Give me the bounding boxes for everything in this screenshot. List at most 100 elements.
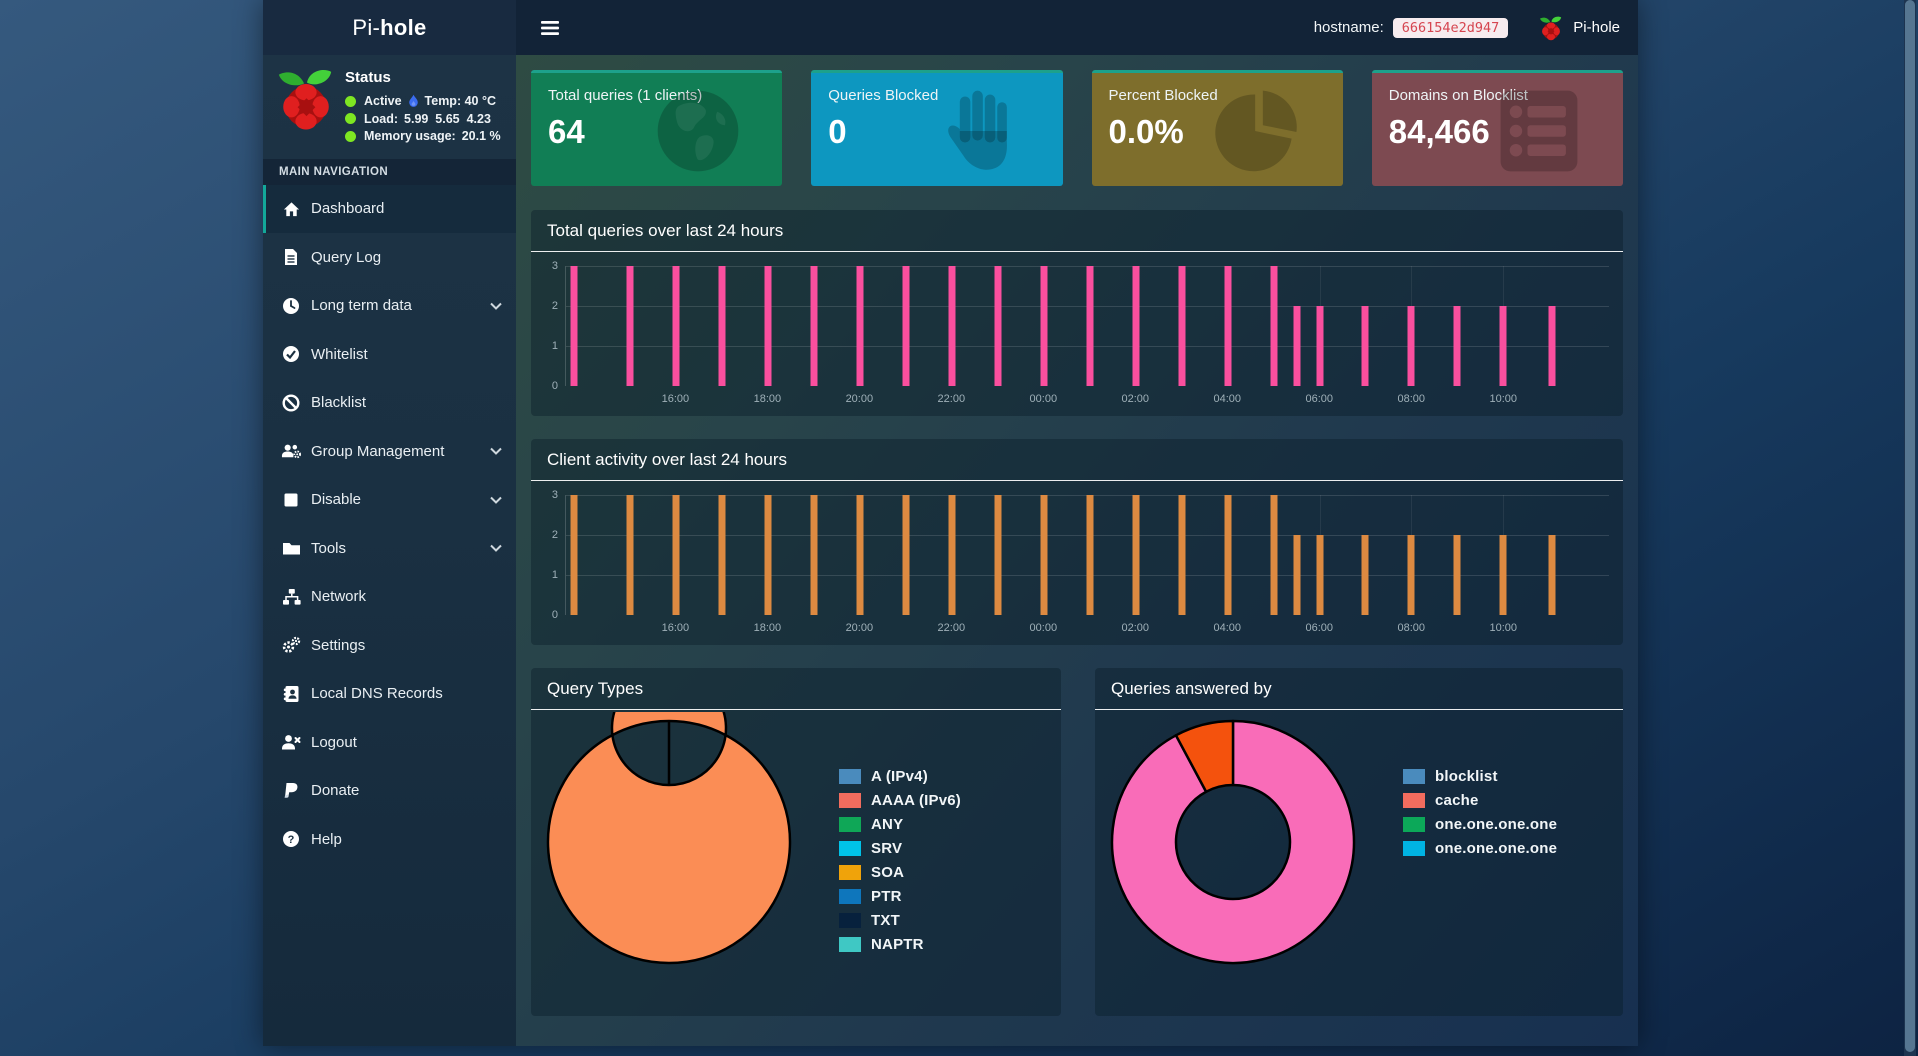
sidebar-item-network[interactable]: Network [263,573,516,622]
bar[interactable] [1316,535,1324,615]
bar[interactable] [1407,535,1415,615]
sidebar-item-help[interactable]: ? Help [263,815,516,864]
sidebar-item-label: Dashboard [311,200,385,218]
card-total-queries[interactable]: Total queries (1 clients) 64 [531,70,783,186]
panel-header: Query Types [531,668,1061,710]
bar[interactable] [1178,266,1186,386]
bar[interactable] [1040,495,1048,615]
bar[interactable] [948,495,956,615]
sidebar-item-settings[interactable]: Settings [263,621,516,670]
x-tick-label: 10:00 [1489,622,1517,634]
panel-answered-by: Queries answered by blocklist cache one.on… [1095,668,1623,1016]
legend-item[interactable]: NAPTR [839,936,961,953]
x-tick-label: 08:00 [1397,622,1425,634]
main-content: Total queries (1 clients) 64 Queries Blo… [516,55,1638,1046]
bar[interactable] [994,495,1002,615]
bar[interactable] [810,266,818,386]
legend-item[interactable]: AAAA (IPv6) [839,792,961,809]
bar[interactable] [1270,266,1278,386]
legend-item[interactable]: PTR [839,888,961,905]
bar[interactable] [672,495,680,615]
bar[interactable] [1132,495,1140,615]
card-queries-blocked[interactable]: Queries Blocked 0 [811,70,1063,186]
bar[interactable] [1086,495,1094,615]
bar[interactable] [1361,535,1369,615]
bar[interactable] [1548,306,1556,386]
bar[interactable] [672,266,680,386]
sidebar-item-donate[interactable]: Donate [263,767,516,816]
bar[interactable] [626,266,634,386]
sidebar-item-disable[interactable]: Disable [263,476,516,525]
donut-slice-forwarded[interactable] [1110,719,1356,965]
panel-title: Total queries over last 24 hours [547,221,784,240]
sidebar-item-query-log[interactable]: Query Log [263,233,516,282]
bar[interactable] [1270,495,1278,615]
sidebar-item-tools[interactable]: Tools [263,524,516,573]
bar[interactable] [1361,306,1369,386]
sidebar-item-local-dns-records[interactable]: Local DNS Records [263,670,516,719]
sidebar-item-dashboard[interactable]: Dashboard [263,184,516,233]
legend-label: one.one.one.one [1435,816,1558,833]
bar[interactable] [1086,266,1094,386]
sidebar-item-logout[interactable]: Logout [263,718,516,767]
bar[interactable] [856,266,864,386]
sidebar-item-whitelist[interactable]: Whitelist [263,330,516,379]
bar[interactable] [1178,495,1186,615]
bar[interactable] [902,495,910,615]
bar[interactable] [1293,535,1301,615]
bar[interactable] [718,266,726,386]
bar[interactable] [1293,306,1301,386]
bar[interactable] [856,495,864,615]
donut-slice-queries[interactable] [546,669,792,965]
sidebar-item-long-term-data[interactable]: Long term data [263,282,516,331]
sidebar-brand[interactable]: Pi-hole [263,0,516,55]
legend-swatch [839,913,861,928]
bar[interactable] [764,495,772,615]
legend-item[interactable]: ANY [839,816,961,833]
bar[interactable] [1316,306,1324,386]
bar[interactable] [570,266,578,386]
sidebar-item-label: Donate [311,782,360,800]
bar[interactable] [1453,535,1461,615]
bar[interactable] [1499,306,1507,386]
bar[interactable] [810,495,818,615]
legend-item[interactable]: A (IPv4) [839,768,961,785]
legend-item[interactable]: one.one.one.one [1403,840,1557,857]
bar[interactable] [1132,266,1140,386]
navbar-user[interactable]: Pi-hole [1538,15,1620,41]
x-tick-label: 02:00 [1121,393,1150,405]
status-dot-load [345,113,356,124]
bar[interactable] [764,266,772,386]
legend-item[interactable]: SOA [839,864,961,881]
card-domains-blocklist[interactable]: Domains on Blocklist 84,466 [1371,70,1623,186]
bar[interactable] [1548,535,1556,615]
bar[interactable] [1499,535,1507,615]
bar[interactable] [948,266,956,386]
legend-item[interactable]: TXT [839,912,961,929]
file-lines-icon [281,247,301,267]
bar[interactable] [902,266,910,386]
legend-item[interactable]: one.one.one.one [1403,816,1557,833]
bar[interactable] [994,266,1002,386]
legend-item[interactable]: SRV [839,840,961,857]
user-logout-icon [281,732,301,752]
bar[interactable] [570,495,578,615]
sidebar-item-group-management[interactable]: Group Management [263,427,516,476]
legend-item[interactable]: cache [1403,792,1557,809]
sidebar-item-blacklist[interactable]: Blacklist [263,379,516,428]
bar[interactable] [1224,495,1232,615]
legend-item[interactable]: blocklist [1403,768,1557,785]
scrollbar-thumb[interactable] [1905,0,1915,1052]
donut-slice-cache[interactable] [1174,719,1235,793]
page-scrollbar[interactable] [1904,0,1916,1056]
hamburger-icon[interactable] [534,13,566,43]
x-tick-label: 08:00 [1397,393,1425,405]
bar[interactable] [1407,306,1415,386]
bar[interactable] [718,495,726,615]
query-types-donut [539,669,799,977]
bar[interactable] [626,495,634,615]
bar[interactable] [1040,266,1048,386]
card-percent-blocked[interactable]: Percent Blocked 0.0% [1091,70,1343,186]
bar[interactable] [1453,306,1461,386]
bar[interactable] [1224,266,1232,386]
